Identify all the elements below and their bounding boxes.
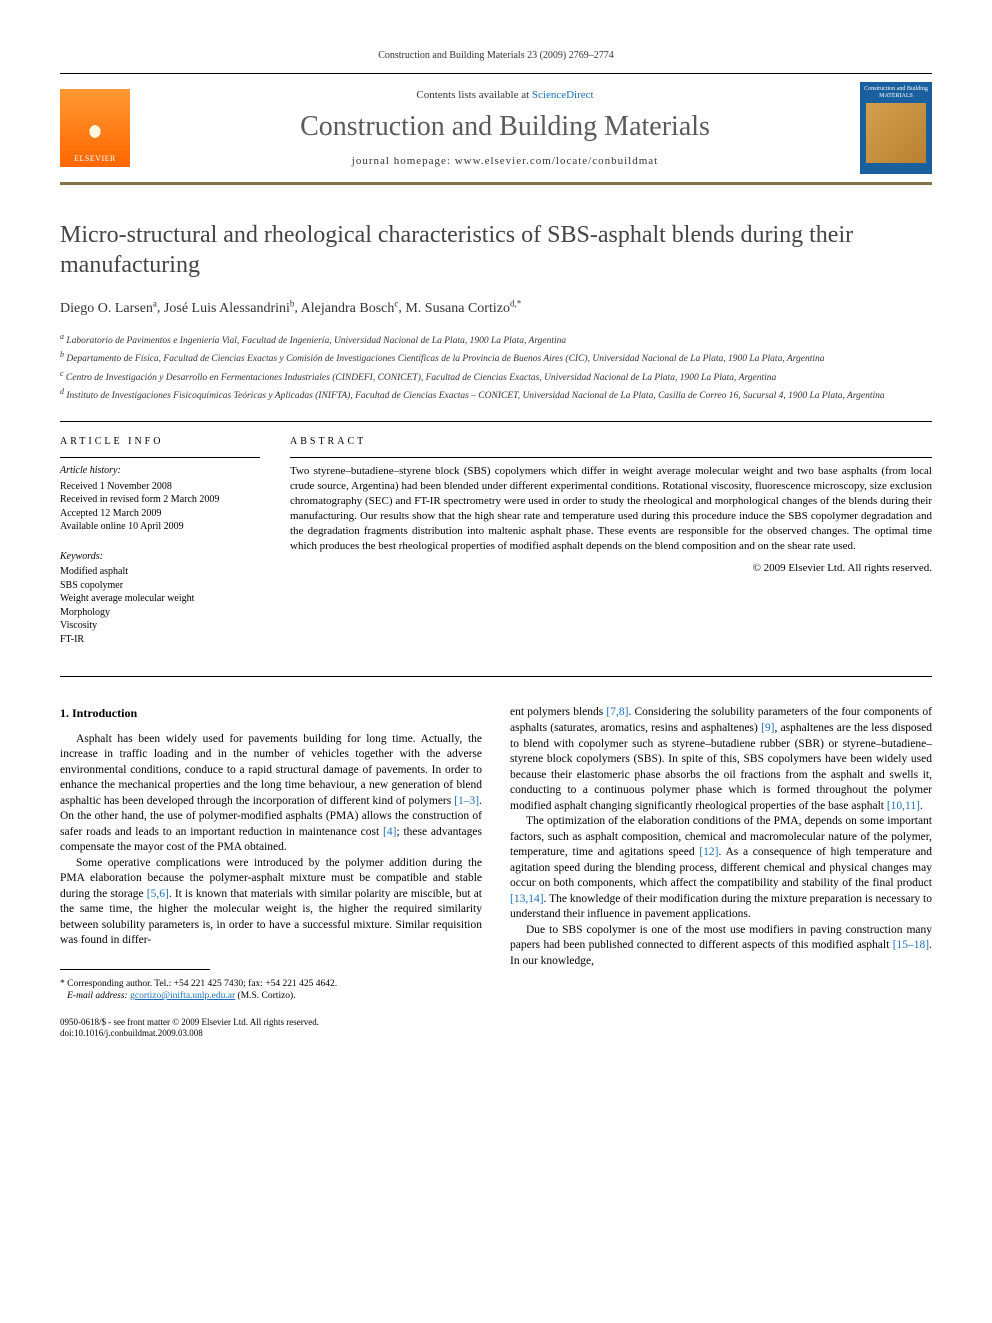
journal-cover-thumbnail: Construction and Building MATERIALS [860, 82, 932, 174]
keyword: Weight average molecular weight [60, 592, 260, 606]
cover-thumb-title: Construction and Building MATERIALS [864, 86, 928, 99]
homepage-line: journal homepage: www.elsevier.com/locat… [150, 155, 860, 167]
abstract-heading: ABSTRACT [290, 436, 932, 447]
history-item: Received 1 November 2008 [60, 480, 260, 494]
contents-line: Contents lists available at ScienceDirec… [150, 89, 860, 101]
page-container: Construction and Building Materials 23 (… [0, 0, 992, 1090]
cover-thumb-image [866, 103, 926, 163]
footnote-corr: * Corresponding author. Tel.: +54 221 42… [60, 978, 482, 990]
keyword: Morphology [60, 606, 260, 620]
footer-bottom: 0950-0618/$ - see front matter © 2009 El… [60, 1017, 482, 1040]
footnote-email-line: E-mail address: gcortizo@inifta.unlp.edu… [60, 990, 482, 1002]
body-columns: 1. Introduction Asphalt has been widely … [60, 705, 932, 1039]
history-item: Accepted 12 March 2009 [60, 507, 260, 521]
body-paragraph: Asphalt has been widely used for pavemen… [60, 732, 482, 856]
publisher-logo-text: ELSEVIER [74, 154, 116, 163]
citation-link[interactable]: [10,11] [887, 800, 920, 812]
abstract-text: Two styrene–butadiene–styrene block (SBS… [290, 464, 932, 553]
article-history-block: Article history: Received 1 November 200… [60, 464, 260, 534]
body-left-column: 1. Introduction Asphalt has been widely … [60, 705, 482, 1039]
divider [60, 457, 260, 458]
citation-link[interactable]: [9] [761, 722, 774, 734]
keyword: Viscosity [60, 619, 260, 633]
history-item: Available online 10 April 2009 [60, 520, 260, 534]
header-bar: ELSEVIER Contents lists available at Sci… [60, 73, 932, 185]
affiliation: b Departamento de Física, Facultad de Ci… [60, 349, 932, 366]
affiliation: d Instituto de Investigaciones Fisicoquí… [60, 386, 932, 403]
corresponding-author-footnote: * Corresponding author. Tel.: +54 221 42… [60, 978, 482, 1003]
keywords-block: Keywords: Modified asphalt SBS copolymer… [60, 550, 260, 647]
abstract-copyright: © 2009 Elsevier Ltd. All rights reserved… [290, 562, 932, 574]
author: M. Susana Cortizod,* [405, 301, 521, 316]
body-paragraph: Due to SBS copolymer is one of the most … [510, 923, 932, 970]
author: Diego O. Larsena [60, 301, 157, 316]
homepage-url: www.elsevier.com/locate/conbuildmat [455, 155, 659, 167]
body-right-column: ent polymers blends [7,8]. Considering t… [510, 705, 932, 1039]
homepage-prefix: journal homepage: [352, 155, 455, 167]
citation-link[interactable]: [12] [699, 846, 718, 858]
history-item: Received in revised form 2 March 2009 [60, 493, 260, 507]
author: Alejandra Boschc [301, 301, 399, 316]
header-content: ELSEVIER Contents lists available at Sci… [60, 74, 932, 182]
section-heading: 1. Introduction [60, 705, 482, 721]
citation-link[interactable]: [15–18] [893, 939, 929, 951]
email-label: E-mail address: [67, 991, 128, 1001]
abstract-column: ABSTRACT Two styrene–butadiene–styrene b… [290, 436, 932, 662]
corresponding-email-link[interactable]: gcortizo@inifta.unlp.edu.ar [130, 991, 235, 1001]
author: José Luis Alessandrinib [164, 301, 295, 316]
citation-link[interactable]: [5,6] [147, 888, 169, 900]
body-paragraph: ent polymers blends [7,8]. Considering t… [510, 705, 932, 814]
footer-line: 0950-0618/$ - see front matter © 2009 El… [60, 1017, 482, 1029]
citation-link[interactable]: [7,8] [606, 706, 628, 718]
article-title: Micro-structural and rheological charact… [60, 220, 932, 280]
citation-link[interactable]: [13,14] [510, 893, 544, 905]
article-info-column: ARTICLE INFO Article history: Received 1… [60, 436, 260, 662]
email-paren: (M.S. Cortizo). [238, 991, 296, 1001]
publisher-logo-tree-icon [75, 109, 115, 154]
footer-doi: doi:10.1016/j.conbuildmat.2009.03.008 [60, 1028, 482, 1040]
affiliation: c Centro de Investigación y Desarrollo e… [60, 368, 932, 385]
contents-prefix: Contents lists available at [416, 89, 531, 101]
authors-line: Diego O. Larsena, José Luis Alessandrini… [60, 298, 932, 317]
citation-link[interactable]: [4] [383, 826, 396, 838]
article-info-heading: ARTICLE INFO [60, 436, 260, 447]
keyword: FT-IR [60, 633, 260, 647]
keywords-heading: Keywords: [60, 550, 260, 564]
divider [290, 457, 932, 458]
body-paragraph: The optimization of the elaboration cond… [510, 814, 932, 923]
citation-link[interactable]: [1–3] [454, 795, 479, 807]
keyword: Modified asphalt [60, 565, 260, 579]
header-middle: Contents lists available at ScienceDirec… [150, 89, 860, 167]
info-abstract-row: ARTICLE INFO Article history: Received 1… [60, 436, 932, 662]
divider [60, 676, 932, 677]
journal-name: Construction and Building Materials [150, 111, 860, 143]
affiliation: a Laboratorio de Pavimentos e Ingeniería… [60, 331, 932, 348]
footnote-divider [60, 969, 210, 970]
divider [60, 421, 932, 422]
history-heading: Article history: [60, 464, 260, 478]
keyword: SBS copolymer [60, 579, 260, 593]
sciencedirect-link[interactable]: ScienceDirect [532, 89, 594, 101]
affiliations: a Laboratorio de Pavimentos e Ingeniería… [60, 331, 932, 404]
header-citation: Construction and Building Materials 23 (… [60, 50, 932, 61]
publisher-logo: ELSEVIER [60, 89, 130, 167]
body-paragraph: Some operative complications were introd… [60, 856, 482, 949]
